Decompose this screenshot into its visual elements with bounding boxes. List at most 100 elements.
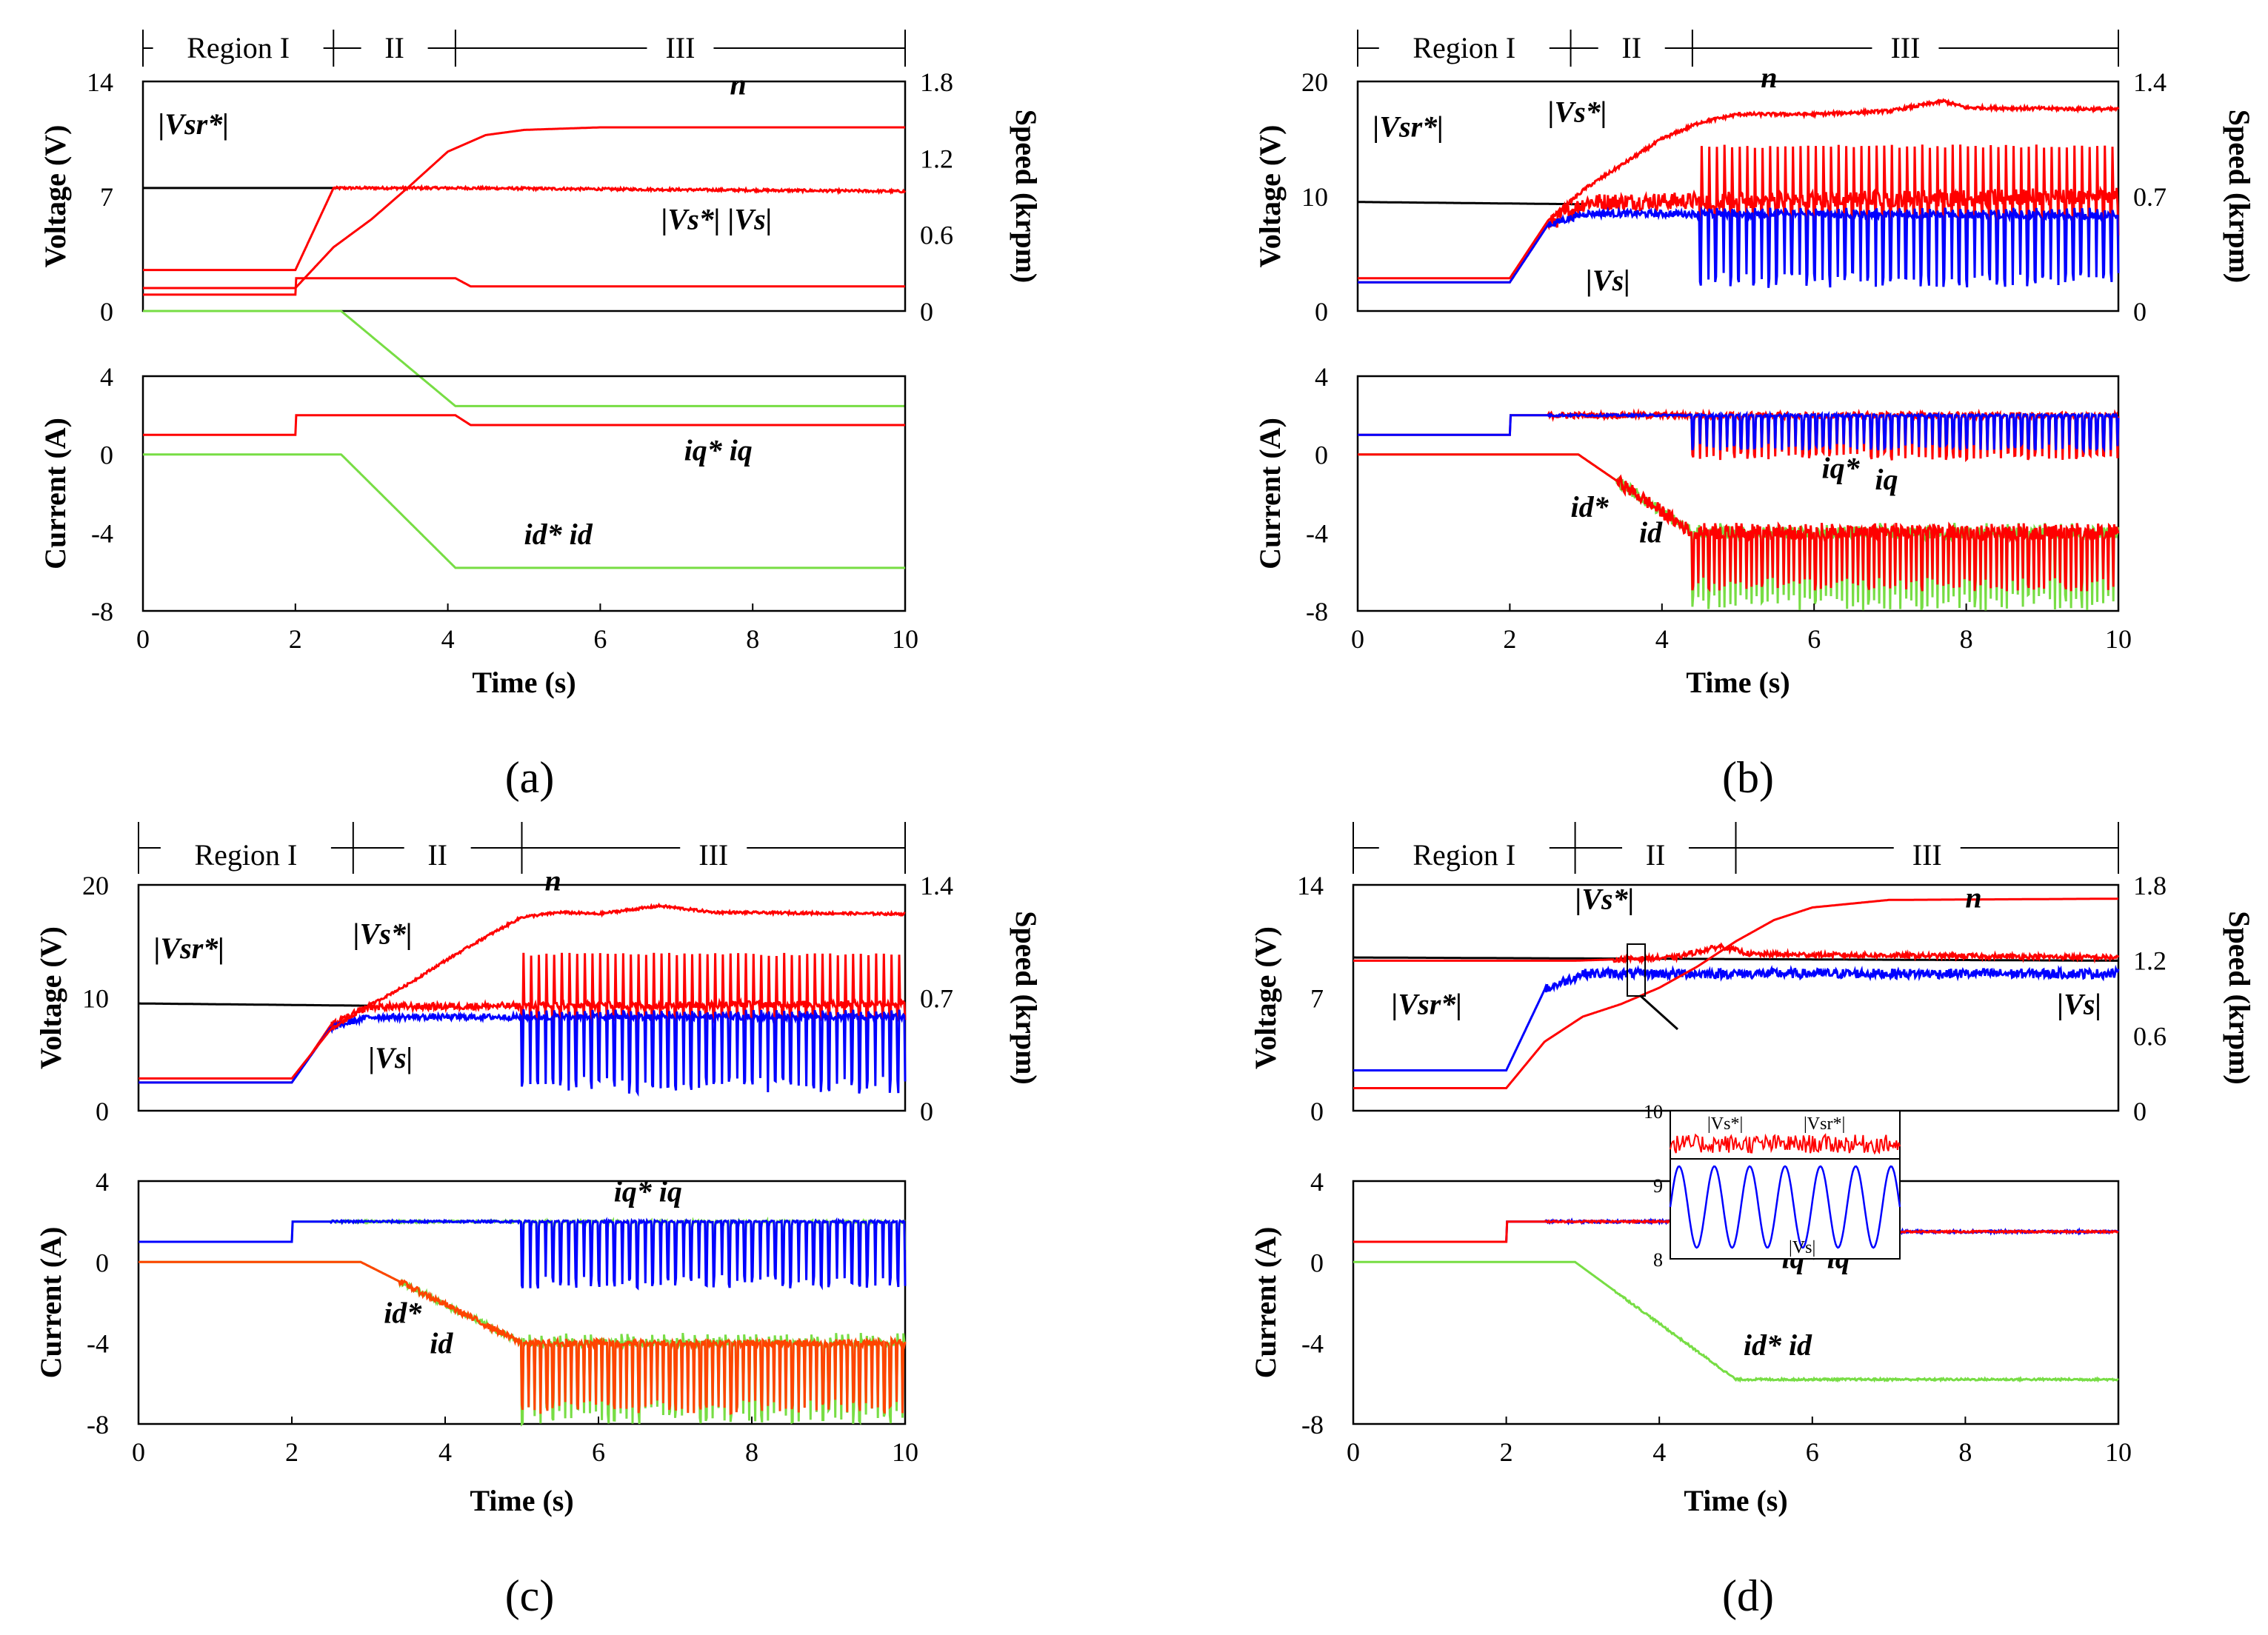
x-tick-label: 10: [2105, 1437, 2132, 1467]
annotation-label: n: [545, 864, 561, 897]
voltage-panel: 0 10 20 0 0.7 1.4 Voltage (V) Speed (krpm): [34, 871, 1043, 1126]
voltage-tick-label: 0: [96, 1097, 109, 1126]
annotation-label: id: [1639, 516, 1663, 549]
region-label: II: [427, 838, 447, 872]
series-line-id*id: [1353, 1260, 2119, 1383]
current-tick-label: -4: [91, 518, 113, 548]
current-tick-label: -8: [91, 597, 113, 626]
series-line-n: [143, 126, 905, 290]
voltage-axis-label: Voltage (V): [1253, 125, 1287, 268]
annotation-label: id* id: [1744, 1328, 1812, 1362]
x-tick-label: 10: [892, 1437, 918, 1467]
speed-tick-label: 0: [920, 297, 933, 327]
region-bar: Region I II III: [1357, 30, 2119, 67]
series-line-vsr*: [1358, 201, 1587, 206]
current-panel: 4 0 -4 -8 Current (A) 0 2 4 6 8 10 Time (s): [39, 362, 918, 699]
series-line-iq*iq: [143, 414, 905, 436]
region-label-bg: [1378, 823, 1550, 872]
x-tick-label: 8: [1958, 1437, 1972, 1467]
speed-axis-label: Speed (krpm): [1010, 110, 1043, 283]
zoom-inset: 10 9 8 |Vs*| |Vsr*| |Vs|: [1627, 943, 1901, 1271]
region-label-bg: [153, 31, 324, 65]
annotation-label: n: [730, 68, 746, 101]
current-panel: 4 0 -4 -8 Current (A) 0 2 4 6 8 10 Time (s): [1253, 362, 2132, 699]
speed-tick-label: 0: [2133, 297, 2147, 327]
region-label: II: [384, 31, 404, 64]
voltage-tick-label: 7: [100, 182, 113, 212]
annotation-label: |Vs|: [2057, 987, 2101, 1020]
current-tick-label: -4: [1306, 518, 1328, 548]
x-axis-label: Time (s): [470, 1484, 573, 1517]
annotation-label: |Vs|: [1586, 264, 1630, 297]
region-label: II: [1621, 31, 1641, 64]
speed-tick-label: 1.4: [2133, 67, 2167, 97]
voltage-tick-label: 20: [1301, 67, 1328, 97]
region-label-bg: [1378, 31, 1550, 65]
region-label: Region I: [187, 31, 290, 64]
annotation-label: iq* iq: [684, 434, 753, 467]
current-tick-label: 4: [1310, 1167, 1324, 1197]
speed-tick-label: 0.7: [920, 984, 953, 1014]
subfigure-caption: (d): [1722, 1571, 1774, 1620]
x-axis-label: Time (s): [472, 666, 576, 699]
current-tick-label: 0: [1315, 441, 1328, 470]
voltage-tick-label: 10: [1301, 182, 1328, 212]
current-tick-label: -8: [87, 1410, 109, 1440]
series-line-id: [1358, 453, 2120, 592]
speed-tick-label: 0.6: [920, 221, 953, 250]
x-tick-label: 8: [745, 1437, 758, 1467]
speed-tick-label: 1.8: [2133, 871, 2167, 900]
series-line-n: [1358, 98, 2120, 280]
voltage-tick-label: 0: [100, 297, 113, 327]
x-tick-label: 10: [2105, 624, 2132, 654]
series-line-vsr*: [139, 1002, 369, 1007]
region-bar: Region I II III: [138, 822, 906, 874]
zoom-box: [1627, 943, 1646, 997]
current-tick-label: 4: [96, 1167, 109, 1197]
current-tick-label: 0: [96, 1248, 109, 1277]
current-tick-label: -4: [87, 1329, 109, 1359]
region-label: Region I: [1413, 838, 1515, 872]
annotation-label: |Vs*|: [1548, 95, 1607, 128]
voltage-panel: 0 7 14 0 0.6 1.2 1.8 Voltage (V) Speed (krpm): [39, 67, 1043, 407]
current-tick-label: 4: [1315, 362, 1328, 392]
region-label-bg: [1598, 31, 1665, 65]
annotation-label: iq*: [1821, 451, 1860, 484]
series-line-id*id: [143, 310, 905, 407]
speed-axis-label: Speed (krpm): [2223, 110, 2256, 283]
speed-tick-label: 1.2: [2133, 946, 2167, 976]
annotation-label: |Vsr*|: [1392, 987, 1462, 1020]
annotation-label: |Vs*|: [1575, 883, 1635, 916]
x-tick-label: 2: [1503, 624, 1516, 654]
voltage-plot-frame: [141, 80, 907, 312]
x-tick-label: 8: [746, 624, 759, 654]
series-line-n: [139, 902, 906, 1080]
region-label: Region I: [1413, 31, 1515, 64]
speed-tick-label: 0.6: [2133, 1021, 2167, 1051]
current-tick-label: 4: [100, 362, 113, 392]
region-label: III: [1890, 31, 1920, 64]
x-tick-label: 4: [438, 1437, 452, 1467]
current-plot-frame: [141, 375, 907, 612]
voltage-tick-label: 14: [1297, 871, 1324, 900]
speed-axis-label: Speed (krpm): [1010, 911, 1043, 1084]
annotation-label: |Vsr*|: [1373, 110, 1444, 143]
zoom-arrow: [1639, 994, 1679, 1031]
x-tick-label: 4: [1652, 1437, 1666, 1467]
series-line-iq*iq: [143, 277, 905, 296]
current-tick-label: 0: [1310, 1248, 1324, 1277]
inset-label: |Vs|: [1789, 1238, 1815, 1257]
series-line-iq: [1358, 410, 2120, 455]
x-tick-label: 0: [132, 1437, 145, 1467]
region-label: II: [1646, 838, 1666, 872]
speed-tick-label: 0: [2133, 1097, 2147, 1126]
x-tick-label: 10: [892, 624, 918, 654]
current-axis-label: Current (A): [1253, 418, 1287, 569]
speed-tick-label: 1.4: [920, 871, 953, 900]
voltage-tick-label: 14: [87, 67, 113, 97]
x-tick-label: 4: [441, 624, 455, 654]
voltage-panel: 0 7 14 0 0.6 1.2 1.8 Voltage (V) Speed (krpm): [1249, 871, 2256, 1126]
